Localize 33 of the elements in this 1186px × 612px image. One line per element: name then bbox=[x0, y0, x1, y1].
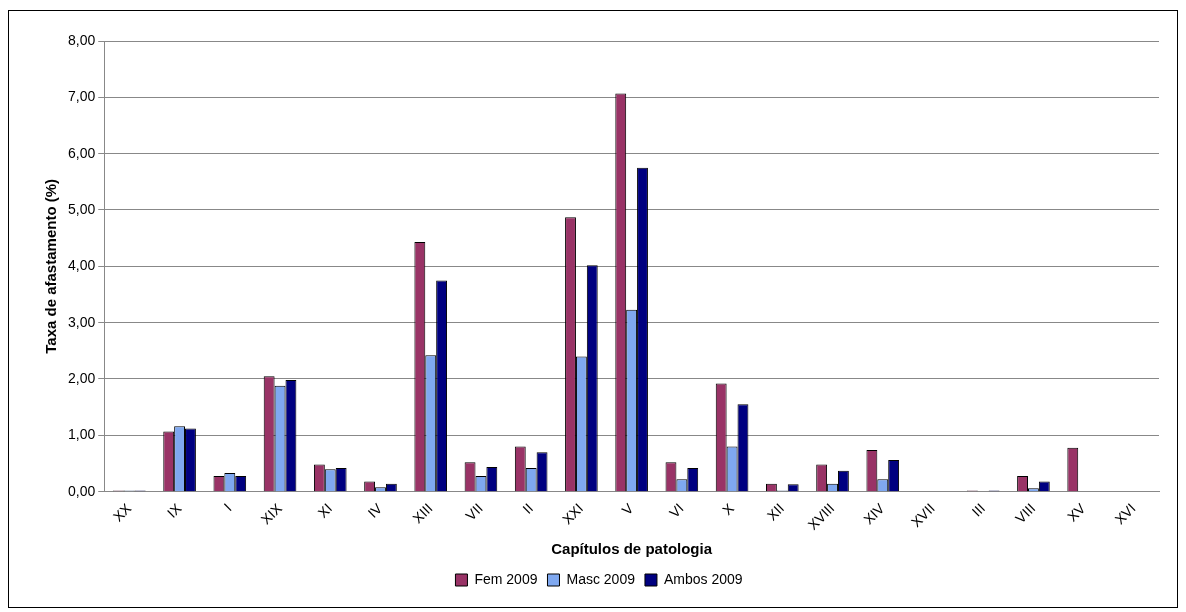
x-tick-label: XXI bbox=[558, 500, 587, 528]
x-tick-label: XV bbox=[1063, 499, 1089, 525]
y-tick-label: 5,00 bbox=[68, 200, 96, 217]
y-tick-label: 0,00 bbox=[68, 482, 96, 499]
x-tick-label: II bbox=[519, 500, 537, 517]
x-tick-label: XX bbox=[109, 499, 135, 525]
y-tick-label: 6,00 bbox=[68, 144, 96, 161]
x-tick-label: VII bbox=[462, 500, 486, 524]
y-tick-label: 8,00 bbox=[68, 31, 96, 48]
y-axis-title: Taxa de afastamento (%) bbox=[42, 178, 60, 354]
legend-label: Masc 2009 bbox=[566, 570, 636, 587]
x-tick-label: III bbox=[968, 500, 989, 520]
x-tick-label: XI bbox=[314, 500, 336, 521]
legend-label: Ambos 2009 bbox=[663, 570, 743, 587]
x-tick-label: XIV bbox=[860, 499, 889, 528]
x-tick-label: X bbox=[719, 499, 738, 519]
y-tick-label: 4,00 bbox=[68, 257, 96, 274]
y-tick-label: 2,00 bbox=[68, 369, 96, 386]
x-tick-label: XIX bbox=[257, 499, 286, 528]
y-tick-label: 7,00 bbox=[68, 88, 96, 105]
x-axis-title: Capítulos de patologia bbox=[551, 540, 713, 558]
y-tick-label: 1,00 bbox=[68, 426, 96, 443]
x-tick-label: I bbox=[220, 500, 235, 515]
x-tick-label: XIII bbox=[409, 500, 436, 527]
x-tick-label: IX bbox=[163, 499, 185, 521]
legend-label: Fem 2009 bbox=[474, 570, 538, 587]
x-tick-label: XII bbox=[763, 500, 788, 524]
x-tick-label: XVI bbox=[1111, 500, 1139, 528]
y-tick-label: 3,00 bbox=[68, 313, 96, 330]
x-tick-label: VIII bbox=[1012, 500, 1039, 527]
x-tick-label: V bbox=[618, 499, 637, 519]
x-tick-label: IV bbox=[364, 499, 386, 521]
x-tick-label: VI bbox=[666, 500, 687, 521]
